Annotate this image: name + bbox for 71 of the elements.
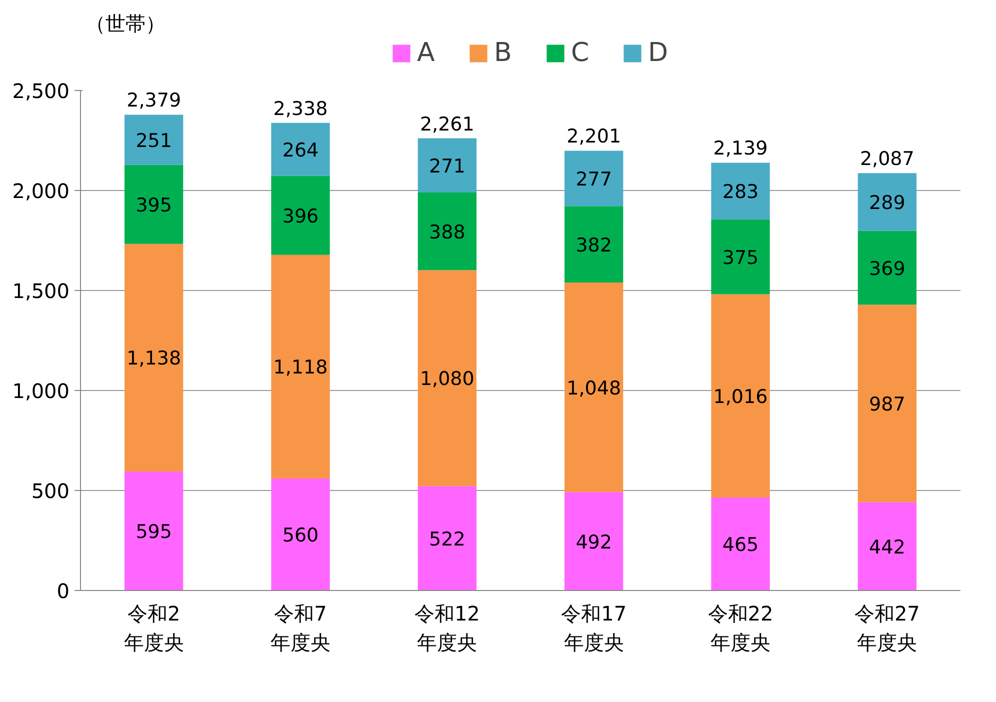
bar	[858, 173, 916, 231]
x-tick-label: 令和22 年度央	[708, 602, 774, 654]
bar	[124, 472, 184, 590]
x-tick-label: 令和27 年度央	[854, 602, 920, 654]
data-label: 560	[282, 524, 319, 546]
data-label: 277	[576, 168, 612, 190]
bar	[271, 122, 330, 176]
y-tick-label: 500	[31, 479, 70, 503]
legend-label: A	[417, 38, 436, 68]
data-label: 1,016	[713, 386, 768, 408]
bar	[418, 138, 476, 192]
data-label: 264	[282, 139, 319, 162]
total-label: 2,139	[713, 138, 768, 160]
x-tick-label: 令和2 年度央	[124, 602, 184, 654]
bar	[564, 206, 624, 282]
bar	[271, 254, 330, 478]
total-label: 2,087	[860, 148, 914, 170]
bar	[858, 502, 916, 590]
total-label: 2,338	[273, 98, 328, 120]
bar	[124, 164, 184, 244]
bar	[418, 270, 476, 486]
y-tick-label: 2,500	[12, 79, 70, 103]
legend-label: C	[571, 38, 590, 68]
bar	[124, 114, 184, 165]
legend-label: B	[494, 38, 513, 68]
x-tick-label: 令和17 年度央	[561, 602, 627, 654]
y-tick-label: 2,000	[12, 179, 70, 203]
bar	[711, 162, 770, 220]
x-tick-label: 令和12 年度央	[414, 602, 480, 654]
legend-label: D	[648, 38, 668, 68]
data-label: 522	[429, 528, 466, 550]
bar	[271, 478, 330, 590]
bar	[564, 282, 624, 492]
bar	[564, 492, 624, 590]
bar	[418, 192, 476, 270]
y-tick-label: 0	[56, 579, 70, 603]
total-label: 2,261	[420, 113, 474, 136]
data-label: 465	[722, 534, 759, 556]
data-label: 388	[429, 221, 466, 244]
bar	[418, 486, 476, 590]
data-label: 1,138	[126, 348, 182, 370]
data-label: 283	[722, 181, 759, 203]
data-label: 289	[869, 192, 906, 214]
bar	[858, 230, 916, 305]
bar	[711, 294, 770, 498]
data-label: 271	[429, 155, 466, 178]
y-tick-label: 1,000	[12, 379, 70, 403]
bar	[564, 150, 624, 206]
bar	[858, 304, 916, 502]
data-label: 1,118	[273, 356, 328, 379]
total-label: 2,379	[126, 90, 182, 112]
bar	[271, 176, 330, 255]
data-label: 595	[136, 521, 172, 543]
data-label: 1,080	[420, 368, 474, 390]
data-label: 375	[722, 246, 759, 269]
data-label: 251	[136, 130, 172, 152]
data-label: 442	[869, 536, 906, 558]
data-label: 1,048	[566, 377, 622, 400]
data-label: 396	[282, 205, 319, 228]
data-label: 395	[136, 194, 172, 216]
data-label: 382	[576, 234, 612, 256]
data-label: 492	[576, 531, 612, 554]
bar	[711, 498, 770, 590]
data-label: 987	[869, 393, 906, 416]
bar	[711, 219, 770, 294]
x-tick-label: 令和7 年度央	[270, 602, 330, 654]
y-axis-title: （世帯）	[86, 12, 166, 36]
total-label: 2,201	[566, 126, 622, 148]
bar	[124, 244, 184, 472]
y-tick-label: 1,500	[12, 279, 70, 303]
data-label: 369	[869, 258, 906, 280]
